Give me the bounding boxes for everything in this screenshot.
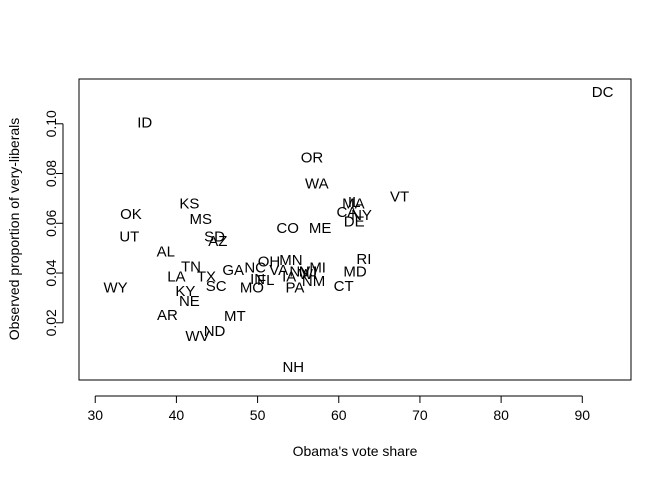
point-label-me: ME xyxy=(309,220,332,237)
point-label-pa: PA xyxy=(285,279,304,296)
x-tick-label: 60 xyxy=(331,407,347,423)
point-label-mt: MT xyxy=(224,308,246,325)
point-label-ny: NY xyxy=(351,207,372,224)
y-tick-label: 0.04 xyxy=(43,259,59,286)
x-tick-label: 80 xyxy=(493,407,509,423)
point-label-dc: DC xyxy=(592,84,614,101)
point-label-fl: FL xyxy=(257,272,275,289)
point-label-il: IL xyxy=(348,194,361,211)
point-label-ne: NE xyxy=(179,293,200,310)
point-label-tn: TN xyxy=(181,258,201,275)
y-axis: 0.02 0.04 0.06 0.08 0.10 xyxy=(43,110,64,336)
point-label-nd: ND xyxy=(204,323,226,340)
point-label-al: AL xyxy=(157,243,175,260)
point-label-nv: NV xyxy=(289,263,310,280)
point-label-tx: TX xyxy=(197,268,216,285)
point-label-ca: CA xyxy=(336,204,357,221)
y-tick-label: 0.06 xyxy=(43,209,59,236)
x-axis: 30 40 50 60 70 80 90 xyxy=(87,395,591,423)
point-label-oh: OH xyxy=(258,253,281,270)
point-label-mo: MO xyxy=(240,279,264,296)
point-label-de: DE xyxy=(344,213,365,230)
point-label-az: AZ xyxy=(208,233,227,250)
x-tick-label: 70 xyxy=(412,407,428,423)
point-label-ma: MA xyxy=(342,196,365,213)
y-tick-label: 0.08 xyxy=(43,160,59,187)
plot-frame xyxy=(78,78,632,381)
point-label-id: ID xyxy=(137,114,152,131)
x-tick-label: 90 xyxy=(575,407,591,423)
point-label-or: OR xyxy=(301,150,324,167)
point-label-va: VA xyxy=(269,262,288,279)
x-tick-label: 30 xyxy=(87,407,103,423)
point-label-nm: NM xyxy=(302,273,325,290)
point-label-wa: WA xyxy=(305,175,329,192)
point-label-ks: KS xyxy=(179,196,199,213)
point-label-wv: WV xyxy=(185,328,209,345)
point-label-ms: MS xyxy=(190,211,213,228)
point-label-wi: WI xyxy=(299,266,317,283)
point-label-ct: CT xyxy=(334,278,354,295)
point-label-mi: MI xyxy=(309,260,326,277)
point-label-nc: NC xyxy=(244,260,266,277)
point-label-ut: UT xyxy=(119,228,139,245)
point-label-ri: RI xyxy=(356,251,371,268)
point-label-vt: VT xyxy=(390,188,409,205)
point-label-ky: KY xyxy=(175,283,195,300)
point-label-sd: SD xyxy=(204,228,225,245)
point-label-ga: GA xyxy=(222,262,244,279)
x-tick-label: 40 xyxy=(169,407,185,423)
point-label-sc: SC xyxy=(206,278,227,295)
y-tick-label: 0.10 xyxy=(43,110,59,137)
point-label-ia: IA xyxy=(282,268,296,285)
x-axis-title: Obama's vote share xyxy=(293,443,418,459)
y-axis-title: Observed proportion of very-liberals xyxy=(6,118,22,341)
point-label-la: LA xyxy=(167,268,185,285)
point-label-nh: NH xyxy=(282,359,304,376)
point-label-md: MD xyxy=(343,263,366,280)
point-label-co: CO xyxy=(276,220,299,237)
point-label-nj: NJ xyxy=(299,263,317,280)
point-label-mn: MN xyxy=(279,252,302,269)
point-label-wy: WY xyxy=(103,279,127,296)
point-label-in: IN xyxy=(250,271,265,288)
point-label-ok: OK xyxy=(120,206,142,223)
x-tick-label: 50 xyxy=(250,407,266,423)
point-label-ar: AR xyxy=(157,307,178,324)
y-tick-label: 0.02 xyxy=(43,309,59,336)
